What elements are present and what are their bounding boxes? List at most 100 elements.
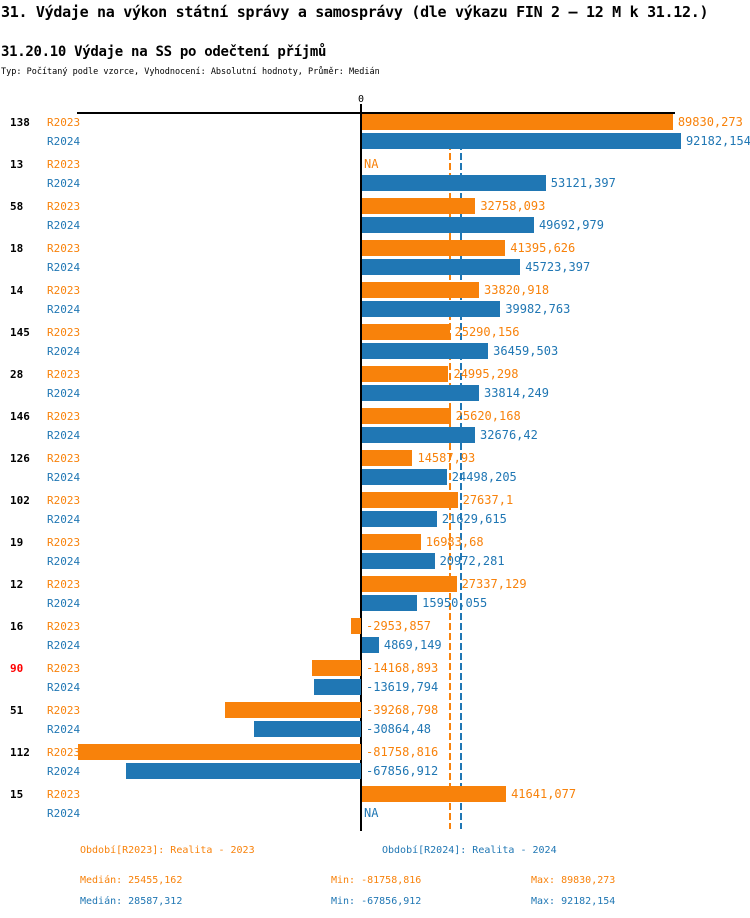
category-label: 19 xyxy=(10,536,24,549)
bar-r2024-14 xyxy=(362,301,501,317)
series-label-r2024: R2024 xyxy=(47,387,81,400)
series-label-r2024: R2024 xyxy=(47,471,81,484)
value-label-r2023: 14587,93 xyxy=(417,451,476,465)
bar-r2023-102 xyxy=(362,492,458,508)
value-label-r2023: -39268,798 xyxy=(366,703,439,717)
series-label-r2023: R2023 xyxy=(47,452,81,465)
value-label-r2024: 21629,615 xyxy=(441,512,507,526)
stat-max-r2024: Max: 92182,154 xyxy=(531,896,616,907)
bar-r2024-138 xyxy=(362,133,681,149)
series-label-r2023: R2023 xyxy=(47,410,81,423)
category-label: 13 xyxy=(10,158,24,171)
stat-min-r2024: Min: -67856,912 xyxy=(331,896,422,907)
value-label-r2024: 24498,205 xyxy=(451,470,517,484)
value-label-r2023: -14168,893 xyxy=(366,661,439,675)
category-label: 58 xyxy=(10,200,24,213)
series-label-r2024: R2024 xyxy=(47,429,81,442)
series-label-r2024: R2024 xyxy=(47,807,81,820)
category-label: 18 xyxy=(10,242,24,255)
series-label-r2024: R2024 xyxy=(47,723,81,736)
category-label: 90 xyxy=(10,662,24,675)
bar-r2024-12 xyxy=(362,595,418,611)
bar-r2024-112 xyxy=(126,763,361,779)
bar-r2024-145 xyxy=(362,343,489,359)
value-label-r2024: 92182,154 xyxy=(685,134,750,148)
value-label-r2024: -13619,794 xyxy=(366,680,439,694)
bar-r2024-126 xyxy=(362,469,447,485)
category-label: 14 xyxy=(10,284,24,297)
series-label-r2023: R2023 xyxy=(47,284,81,297)
bar-r2023-15 xyxy=(362,786,507,802)
bar-r2023-145 xyxy=(362,324,450,340)
series-label-r2023: R2023 xyxy=(47,662,81,675)
series-label-r2023: R2023 xyxy=(47,494,81,507)
series-label-r2024: R2024 xyxy=(47,555,81,568)
report-title: 31. Výdaje na výkon státní správy a samo… xyxy=(1,3,709,21)
category-label: 51 xyxy=(10,704,24,717)
series-label-r2024: R2024 xyxy=(47,345,81,358)
series-label-r2024: R2024 xyxy=(47,513,81,526)
series-label-r2024: R2024 xyxy=(47,219,81,232)
value-label-r2024: -30864,48 xyxy=(366,722,432,736)
value-label-r2023: 41395,626 xyxy=(510,241,576,255)
bar-r2024-90 xyxy=(313,679,361,695)
bar-r2024-19 xyxy=(362,553,435,569)
median-line-r2024 xyxy=(459,113,462,829)
value-label-r2023: 89830,273 xyxy=(677,115,743,129)
value-label-r2023: 41641,077 xyxy=(511,787,577,801)
value-label-r2024: 49692,979 xyxy=(538,218,604,232)
bar-r2023-138 xyxy=(362,114,673,130)
series-label-r2024: R2024 xyxy=(47,303,81,316)
bar-r2023-51 xyxy=(225,702,361,718)
indicator-subtitle: 31.20.10 Výdaje na SS po odečtení příjmů xyxy=(1,44,327,60)
bar-r2023-112 xyxy=(78,744,361,760)
category-label: 145 xyxy=(10,326,30,339)
bar-r2024-58 xyxy=(362,217,534,233)
value-label-r2023: -81758,816 xyxy=(366,745,439,759)
bar-r2024-146 xyxy=(362,427,476,443)
value-label-r2024: 33814,249 xyxy=(483,386,550,400)
category-label: 146 xyxy=(10,410,30,423)
value-label-r2024: 15950,055 xyxy=(422,596,488,610)
bar-r2023-12 xyxy=(362,576,457,592)
category-label: 102 xyxy=(10,494,30,507)
series-label-r2024: R2024 xyxy=(47,177,81,190)
stat-median-r2023: Medián: 25455,162 xyxy=(80,875,183,886)
bar-r2024-102 xyxy=(362,511,437,527)
axis-zero-label: 0 xyxy=(357,94,365,105)
series-label-r2023: R2023 xyxy=(47,746,81,759)
value-label-r2024: 4869,149 xyxy=(383,638,442,652)
category-label: 12 xyxy=(10,578,24,591)
series-label-r2023: R2023 xyxy=(47,368,81,381)
median-line-r2023 xyxy=(449,113,452,829)
series-label-r2023: R2023 xyxy=(47,578,81,591)
bar-r2024-13 xyxy=(362,175,546,191)
category-label: 126 xyxy=(10,452,30,465)
category-label: 138 xyxy=(10,116,30,129)
stat-max-r2023: Max: 89830,273 xyxy=(531,875,616,886)
value-label-r2024: 20972,281 xyxy=(439,554,505,568)
series-label-r2024: R2024 xyxy=(47,597,81,610)
value-label-r2024: 53121,397 xyxy=(550,176,616,190)
series-label-r2023: R2023 xyxy=(47,116,81,129)
series-label-r2024: R2024 xyxy=(47,639,81,652)
value-label-r2023: 25620,168 xyxy=(455,409,521,423)
bar-r2023-16 xyxy=(350,618,361,634)
bar-r2023-58 xyxy=(362,198,476,214)
bar-r2024-51 xyxy=(254,721,361,737)
category-label: 112 xyxy=(10,746,30,759)
value-label-r2023: 33820,918 xyxy=(484,283,550,297)
value-label-r2023: 16983,68 xyxy=(425,535,484,549)
bar-r2024-16 xyxy=(362,637,379,653)
bar-r2023-19 xyxy=(362,534,421,550)
value-label-r2023: 25290,156 xyxy=(454,325,520,339)
legend-period-r2024: Období[R2024]: Realita - 2024 xyxy=(382,845,557,856)
value-label-r2023: NA xyxy=(364,157,379,171)
zero-axis-line xyxy=(360,104,362,831)
legend-period-r2023: Období[R2023]: Realita - 2023 xyxy=(80,845,255,856)
bar-r2023-146 xyxy=(362,408,451,424)
value-label-r2023: 27337,129 xyxy=(461,577,527,591)
series-label-r2024: R2024 xyxy=(47,135,81,148)
x-axis-line xyxy=(77,112,675,114)
bar-r2023-28 xyxy=(362,366,449,382)
